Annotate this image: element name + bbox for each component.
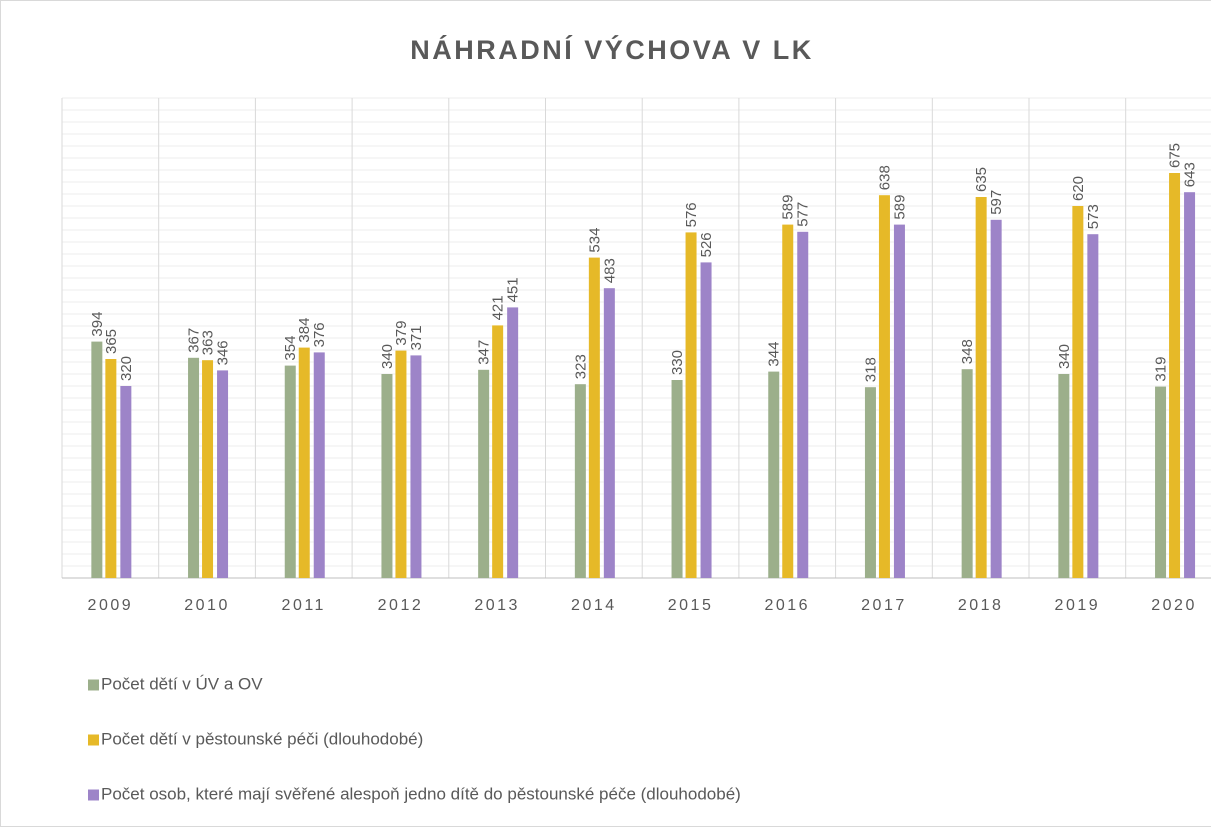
legend-label: Počet dětí v pěstounské péči (dlouhodobé… [101,729,423,748]
bar [685,232,697,578]
bar [381,374,393,578]
x-tick-label: 2009 [88,597,134,614]
bar [797,231,809,579]
x-tick-label: 2011 [282,597,326,614]
bar [671,380,683,578]
bar [1087,234,1099,578]
x-tick-label: 2020 [1151,597,1197,614]
bar [588,257,600,578]
x-tick-label: 2012 [378,597,424,614]
data-label: 589 [891,195,908,220]
bar [990,219,1002,579]
data-label: 643 [1182,162,1199,187]
data-label: 323 [572,354,589,379]
legend-label: Počet dětí v ÚV a OV [101,674,263,693]
bar [188,357,200,578]
bar [768,371,780,578]
bar [975,197,987,578]
data-label: 379 [393,321,410,346]
bar [864,387,876,578]
data-label: 340 [1056,344,1073,369]
data-label: 344 [766,342,783,367]
bar [395,350,407,578]
bar [298,347,310,578]
data-label: 451 [505,277,522,302]
x-tick-label: 2014 [571,597,617,614]
data-label: 394 [89,312,106,337]
bar [1184,192,1196,578]
bar [478,369,490,578]
bar [202,360,214,578]
data-label: 635 [973,167,990,192]
bar [313,352,325,578]
legend-label: Počet osob, které mají svěřené alespoň j… [101,784,741,803]
x-tick-label: 2016 [764,597,810,614]
bar [700,262,712,578]
bar [1072,206,1084,578]
data-label: 371 [408,325,425,350]
data-label: 638 [876,165,893,190]
data-label: 347 [476,340,493,365]
data-label: 363 [200,330,217,355]
bar [893,224,905,578]
data-label: 577 [795,202,812,227]
data-label: 319 [1153,357,1170,382]
data-label: 346 [215,340,232,365]
bar [91,341,103,578]
data-label: 340 [379,344,396,369]
bar [507,307,519,578]
data-label: 526 [698,232,715,257]
data-label: 576 [683,202,700,227]
data-label: 534 [586,228,603,253]
data-label: 573 [1085,204,1102,229]
bar [1155,386,1167,578]
bar [410,355,422,578]
legend-swatch [88,679,99,691]
data-label: 384 [296,318,313,343]
bar [603,288,615,578]
data-label: 365 [103,329,120,354]
data-label: 354 [282,336,299,361]
data-label: 675 [1167,143,1184,168]
data-label: 348 [959,339,976,364]
data-label: 483 [601,258,618,283]
data-label: 376 [311,322,328,347]
bar [1058,374,1070,578]
bar [961,369,973,578]
chart-title: NÁHRADNÍ VÝCHOVA V LK [410,34,814,65]
x-tick-label: 2018 [958,597,1004,614]
bar [492,325,504,578]
data-label: 318 [862,357,879,382]
data-label: 620 [1070,176,1087,201]
data-label: 589 [780,195,797,220]
data-label: 597 [988,190,1005,215]
data-label: 421 [490,295,507,320]
x-tick-label: 2010 [184,597,230,614]
bar [105,359,117,578]
x-tick-label: 2019 [1055,597,1101,614]
x-tick-label: 2015 [668,597,714,614]
bar [217,370,229,578]
x-tick-label: 2013 [474,597,520,614]
data-label: 320 [118,356,135,381]
bar [1169,173,1181,578]
data-label: 330 [669,350,686,375]
bar [782,224,794,578]
bar [284,365,296,578]
data-label: 367 [186,328,203,353]
bar [878,195,890,578]
legend-swatch [88,734,99,746]
x-tick-label: 2017 [861,597,907,614]
legend-swatch [88,789,99,801]
bar [120,386,132,578]
bar [574,384,586,578]
